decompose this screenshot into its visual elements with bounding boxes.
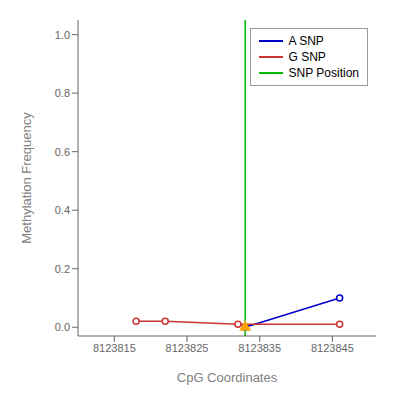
svg-text:1.0: 1.0 <box>55 29 70 41</box>
svg-text:0.4: 0.4 <box>55 204 70 216</box>
svg-text:0.0: 0.0 <box>55 321 70 333</box>
html-text:SNP Position: SNP Position <box>288 66 359 80</box>
html-text:A SNP: A SNP <box>288 34 324 48</box>
svg-text:Methylation Frequency: Methylation Frequency <box>19 112 34 244</box>
svg-text:0.6: 0.6 <box>55 146 70 158</box>
svg-text:0.2: 0.2 <box>55 263 70 275</box>
svg-text:0.8: 0.8 <box>55 87 70 99</box>
svg-text:8123825: 8123825 <box>166 342 209 354</box>
svg-text:CpG Coordinates: CpG Coordinates <box>177 370 278 385</box>
svg-text:8123845: 8123845 <box>311 342 354 354</box>
html-text:G SNP: G SNP <box>288 50 326 64</box>
svg-text:8123835: 8123835 <box>238 342 281 354</box>
svg-text:8123815: 8123815 <box>93 342 136 354</box>
